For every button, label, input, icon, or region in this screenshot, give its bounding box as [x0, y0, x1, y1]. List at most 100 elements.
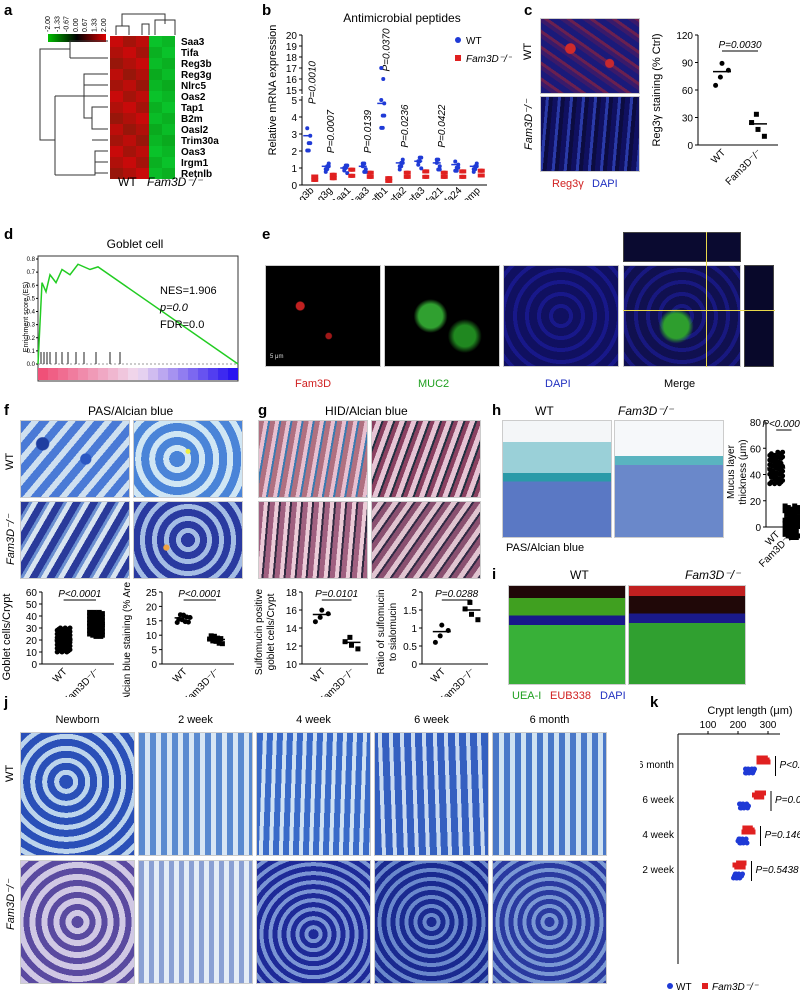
x-category-label: Fam3D⁻/⁻	[62, 666, 102, 697]
e-c4: Merge	[664, 378, 696, 390]
j-age-label: Newborn	[55, 714, 100, 726]
chart-b-wt-point	[362, 161, 367, 166]
heatmap-cell	[162, 47, 175, 58]
k-wt-point	[736, 836, 742, 842]
heatmap-cell	[110, 47, 123, 58]
i-ko: Fam3D⁻/⁻	[685, 568, 741, 582]
heatmap-cell	[162, 146, 175, 157]
chart-b-wt-point	[345, 163, 350, 168]
data-point-wt	[780, 449, 786, 455]
g2-ylabel-2: to sialomucin	[388, 603, 399, 661]
heatmap-wt-label: WT	[118, 175, 137, 189]
y-tick-label: 10	[286, 660, 298, 671]
data-point-ko	[91, 631, 97, 637]
heatmap-cell	[162, 157, 175, 168]
chart-b-wt-point	[474, 161, 479, 166]
panel-c-label: c	[524, 2, 533, 19]
data-point-ko	[784, 520, 790, 526]
heatmap-cell	[149, 146, 162, 157]
gsea-ytick-label: 0.7	[27, 270, 36, 276]
f-wt-low	[20, 420, 130, 498]
j-ko-image	[374, 860, 489, 984]
h-stain: PAS/Alcian blue	[506, 542, 585, 554]
chart-b-ko-point	[443, 174, 448, 179]
data-point-ko	[211, 633, 217, 639]
k-ko-point	[756, 759, 762, 765]
data-point-ko	[784, 516, 790, 522]
y-tick-label: 15	[146, 617, 158, 628]
k-pvalue: P<0.0001	[780, 760, 800, 771]
k-title: Crypt length (μm)	[707, 705, 792, 717]
heatmap-cell	[162, 36, 175, 47]
x-category-label: WT	[171, 666, 190, 685]
chart-b-ko-point	[462, 169, 467, 174]
y-tick-label: 30	[682, 114, 694, 125]
k-wt-point	[737, 801, 742, 807]
k-ko-point	[764, 757, 770, 763]
heatmap-scale-tick: 0.67	[82, 18, 89, 32]
j-ko-image	[256, 860, 371, 984]
data-point-wt	[437, 633, 443, 639]
k-wt-point	[746, 803, 751, 809]
k-xtick-label: 300	[760, 720, 777, 731]
heatmap-cell	[110, 146, 123, 157]
panel-e-label: e	[262, 226, 271, 243]
k-wt-point	[733, 875, 739, 881]
data-point-ko	[98, 612, 104, 618]
chart-b-ytick-label: 18	[286, 53, 298, 64]
chart-b-wt-point	[437, 167, 442, 172]
f-ko-low	[20, 501, 130, 579]
y-tick-label: 0	[31, 660, 37, 671]
heatmap-cell	[110, 91, 123, 102]
chart-b-pvalue: P=0.0236	[400, 104, 411, 148]
k-ko-point	[759, 794, 765, 800]
k-wt-point	[738, 873, 744, 879]
e-fam3d-image	[265, 265, 381, 367]
gsea-ylabel: Enrichment score (ES)	[23, 282, 30, 352]
data-point-ko	[793, 535, 799, 540]
chart-b-wt-point	[400, 157, 405, 162]
p-value: P<0.0001	[762, 419, 800, 430]
data-point-ko	[792, 503, 798, 509]
g-title: HID/Alcian blue	[325, 404, 408, 418]
heatmap-gene-label: Retnlb	[181, 169, 212, 180]
heatmap-gene-label: Irgm1	[181, 158, 209, 169]
data-point-ko	[215, 635, 221, 641]
chart-b-ko-point	[406, 170, 411, 175]
y-tick-label: 0	[755, 523, 761, 534]
gsea-plot: Goblet cell Enrichment score (ES) 0.0 0.1…	[23, 237, 239, 382]
chart-b-ko-point	[351, 173, 356, 178]
gsea-rank-bar	[58, 368, 68, 380]
p-value: P=0.0101	[315, 589, 358, 600]
h-wt-image	[502, 420, 612, 538]
chart-b-wt-point	[437, 164, 442, 169]
panel-k-label: k	[650, 694, 659, 711]
data-point-ko	[98, 615, 104, 621]
heatmap-gene-label: Oasl2	[181, 125, 209, 136]
heatmap-cell	[123, 47, 136, 58]
y-tick-label: 10	[146, 631, 158, 642]
chart-b-wt-point	[436, 157, 441, 162]
h-ylabel-1: Mucus layer	[726, 444, 737, 499]
j-age-label: 2 week	[178, 714, 213, 726]
data-point-ko	[347, 634, 353, 640]
heatmap-cell	[149, 157, 162, 168]
heatmap-cell	[149, 135, 162, 146]
h-wt: WT	[535, 404, 554, 418]
j-wt-image	[374, 732, 489, 856]
chart-b-wt-point	[381, 77, 386, 81]
chart-b-title: Antimicrobial peptides	[343, 11, 460, 25]
k-legend-ko: Fam3D⁻/⁻	[712, 982, 759, 993]
h-ko: Fam3D⁻/⁻	[618, 404, 674, 418]
data-point-wt	[319, 607, 325, 613]
chart-b-ko-point	[311, 174, 316, 179]
data-point-ko	[98, 633, 104, 639]
data-point-wt	[767, 471, 773, 477]
i-s2: EUB338	[550, 690, 591, 702]
heatmap-cell	[110, 113, 123, 124]
k-ko-point	[749, 827, 755, 833]
heatmap-cell	[162, 135, 175, 146]
data-point-ko	[782, 508, 788, 514]
reg3g-chart: Reg3γ staining (% Ctrl) 0 30 60 90 120 WTFam3…	[651, 31, 778, 188]
heatmap-cell	[110, 124, 123, 135]
